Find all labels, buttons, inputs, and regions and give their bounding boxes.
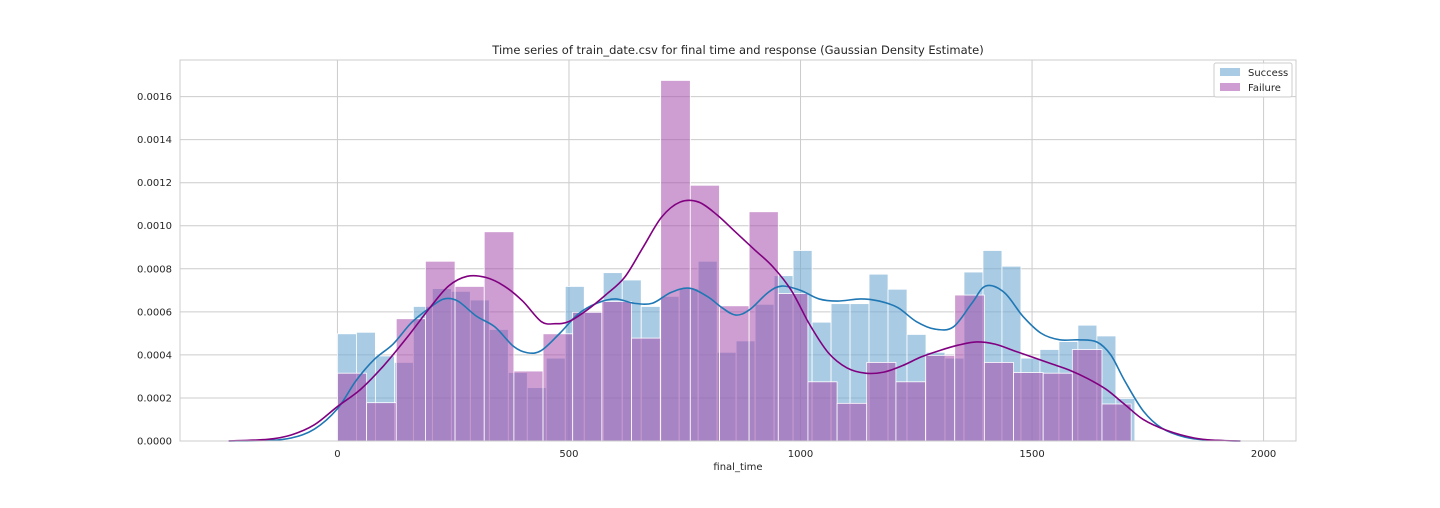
legend-label-failure: Failure — [1248, 83, 1281, 94]
legend-swatch-success — [1220, 68, 1240, 76]
failure-histogram — [337, 80, 1132, 442]
failure-kde-line — [228, 199, 1241, 442]
failure-bar — [601, 301, 632, 442]
failure-bar — [719, 305, 750, 442]
failure-bar — [1101, 403, 1132, 442]
failure-bar — [542, 333, 574, 442]
x-tick-label: 2000 — [1251, 449, 1276, 460]
density-curves — [228, 199, 1241, 442]
failure-bar — [425, 260, 456, 442]
failure-bar — [572, 311, 603, 442]
y-tick-label: 0.0016 — [137, 92, 172, 103]
failure-bar — [954, 294, 985, 442]
chart-title: Time series of train_date.csv for final … — [491, 43, 983, 57]
failure-bar — [925, 354, 956, 442]
failure-bar — [660, 80, 691, 442]
failure-bar — [483, 231, 515, 442]
y-tick-label: 0.0012 — [137, 178, 172, 189]
failure-bar — [748, 211, 779, 442]
axes-frame — [179, 59, 1297, 442]
failure-bar — [983, 362, 1014, 442]
failure-bar — [689, 184, 720, 442]
y-tick-label: 0.0008 — [137, 264, 172, 275]
failure-bar — [1042, 372, 1073, 442]
legend-label-success: Success — [1248, 68, 1288, 79]
x-tick-labels: 0 500 1000 1500 2000 — [334, 449, 1276, 460]
legend: Success Failure — [1213, 62, 1293, 98]
failure-bar — [836, 402, 868, 442]
failure-bar — [513, 370, 544, 442]
x-tick-label: 1500 — [1019, 449, 1044, 460]
failure-bar — [1071, 349, 1103, 442]
y-tick-label: 0.0014 — [137, 135, 172, 146]
x-tick-label: 1000 — [788, 449, 813, 460]
y-tick-label: 0.0000 — [137, 437, 172, 448]
x-tick-label: 500 — [559, 449, 578, 460]
failure-bar — [631, 337, 662, 442]
y-tick-label: 0.0010 — [137, 221, 172, 232]
x-tick-label: 0 — [334, 449, 340, 460]
failure-bar — [395, 318, 426, 442]
failure-bar — [807, 381, 838, 442]
y-tick-label: 0.0004 — [137, 350, 172, 361]
y-tick-label: 0.0006 — [137, 307, 172, 318]
legend-swatch-failure — [1220, 83, 1240, 91]
failure-bar — [1013, 372, 1044, 442]
failure-bar — [366, 402, 397, 442]
y-tick-labels: 0.0000 0.0002 0.0004 0.0006 0.0008 0.0010 0.00… — [137, 92, 172, 447]
x-axis-label: final_time — [713, 462, 762, 473]
failure-bar — [337, 372, 368, 442]
failure-bar — [895, 381, 926, 442]
y-tick-label: 0.0002 — [137, 393, 172, 404]
failure-bar — [777, 293, 809, 442]
